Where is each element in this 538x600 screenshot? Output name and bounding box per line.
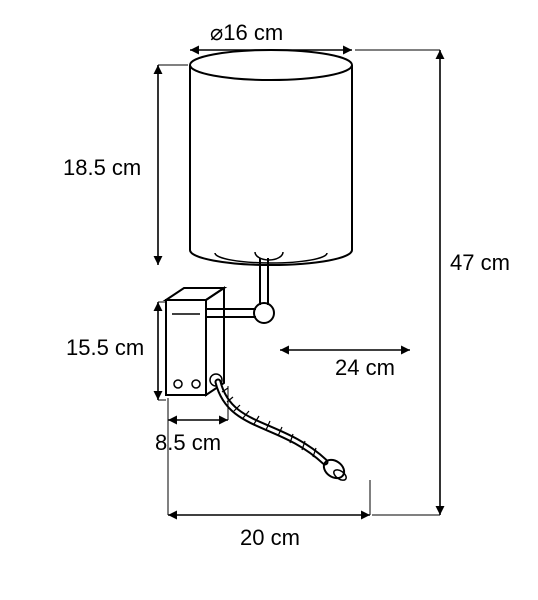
- flex-arm: [218, 382, 348, 482]
- label-width: 20 cm: [240, 525, 300, 550]
- dimension-labels: ⌀16 cm 18.5 cm 15.5 cm 8.5 cm 24 cm 20 c…: [63, 20, 510, 550]
- lamp-drawing: [166, 50, 352, 482]
- label-base-height: 15.5 cm: [66, 335, 144, 360]
- label-diameter: ⌀16 cm: [210, 20, 283, 45]
- lamp-shade: [190, 50, 352, 265]
- label-shade-height: 18.5 cm: [63, 155, 141, 180]
- label-height: 47 cm: [450, 250, 510, 275]
- label-base-depth: 8.5 cm: [155, 430, 221, 455]
- wall-base: [166, 288, 224, 395]
- label-arm: 24 cm: [335, 355, 395, 380]
- arm: [206, 303, 274, 323]
